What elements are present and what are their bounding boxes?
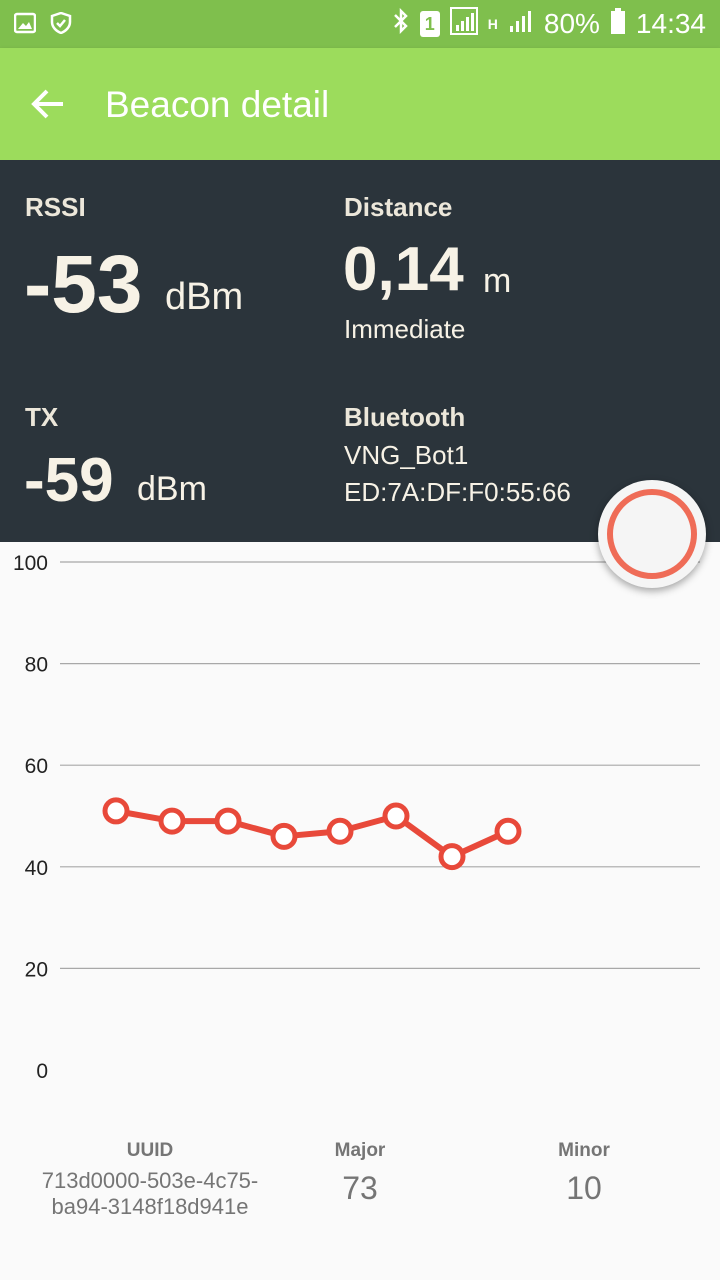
rssi-label: RSSI [25,192,86,222]
cell-signal-icon [508,8,534,41]
network-type-icon: H [488,17,498,31]
clock: 14:34 [635,8,706,39]
bluetooth-mac: ED:7A:DF:F0:55:66 [344,477,571,507]
signal-icon [449,6,478,42]
y-tick-label: 40 [25,857,48,880]
major-value: 73 [342,1170,378,1206]
bluetooth-icon [392,7,410,41]
proximity-text: Immediate [344,314,466,344]
major-label: Major [334,1140,386,1161]
minor-section: Minor 10 [524,1140,644,1207]
data-point [494,817,522,845]
y-tick-label: 100 [13,552,48,575]
y-tick-label: 80 [25,654,48,677]
distance-label: Distance [344,192,453,222]
network-type-label: H [487,16,498,32]
major-section: Major 73 [300,1140,420,1207]
battery-percent: 80% [543,8,600,39]
tx-label: TX [25,402,59,432]
bluetooth-name: VNG_Bot1 [344,440,469,470]
record-ring-icon [607,489,697,579]
uuid-value: 713d0000-503e-4c75-ba94-3148f18d941e [41,1168,259,1219]
page-title: Beacon detail [105,84,330,125]
y-tick-label: 20 [25,958,48,981]
beacon-info-panel: RSSI -53 dBm Distance 0,14 m Immediate T… [0,160,720,542]
rssi-chart: 100 80 60 40 20 0 [13,552,700,1083]
uuid-section: UUID 713d0000-503e-4c75-ba94-3148f18d941… [40,1140,260,1220]
data-point [382,802,410,830]
minor-label: Minor [558,1140,610,1161]
data-point [102,797,130,825]
status-bar: 1 H 80% 14:34 [0,0,720,48]
app-bar: Beacon detail [0,48,720,160]
rssi-unit: dBm [165,276,244,318]
arrow-back-icon [31,87,65,126]
rssi-value: -53 [24,239,143,330]
tx-unit: dBm [137,470,207,508]
data-point [326,817,354,845]
sim-icon: 1 [419,11,440,37]
uuid-label: UUID [126,1140,174,1161]
record-button[interactable] [598,480,706,588]
data-point [158,807,186,835]
minor-value: 10 [566,1170,602,1206]
bluetooth-label: Bluetooth [344,402,466,432]
battery-icon [610,7,626,42]
data-point [214,807,242,835]
distance-value: 0,14 [343,235,464,304]
y-tick-label: 60 [25,755,48,778]
gallery-icon [13,12,37,34]
sim-label: 1 [424,13,435,34]
tx-value: -59 [24,446,114,515]
data-point [438,843,466,871]
distance-unit: m [483,262,512,300]
y-tick-label: 0 [36,1060,48,1083]
data-point [270,822,298,850]
shield-check-icon [50,11,72,35]
back-button[interactable] [20,78,76,134]
